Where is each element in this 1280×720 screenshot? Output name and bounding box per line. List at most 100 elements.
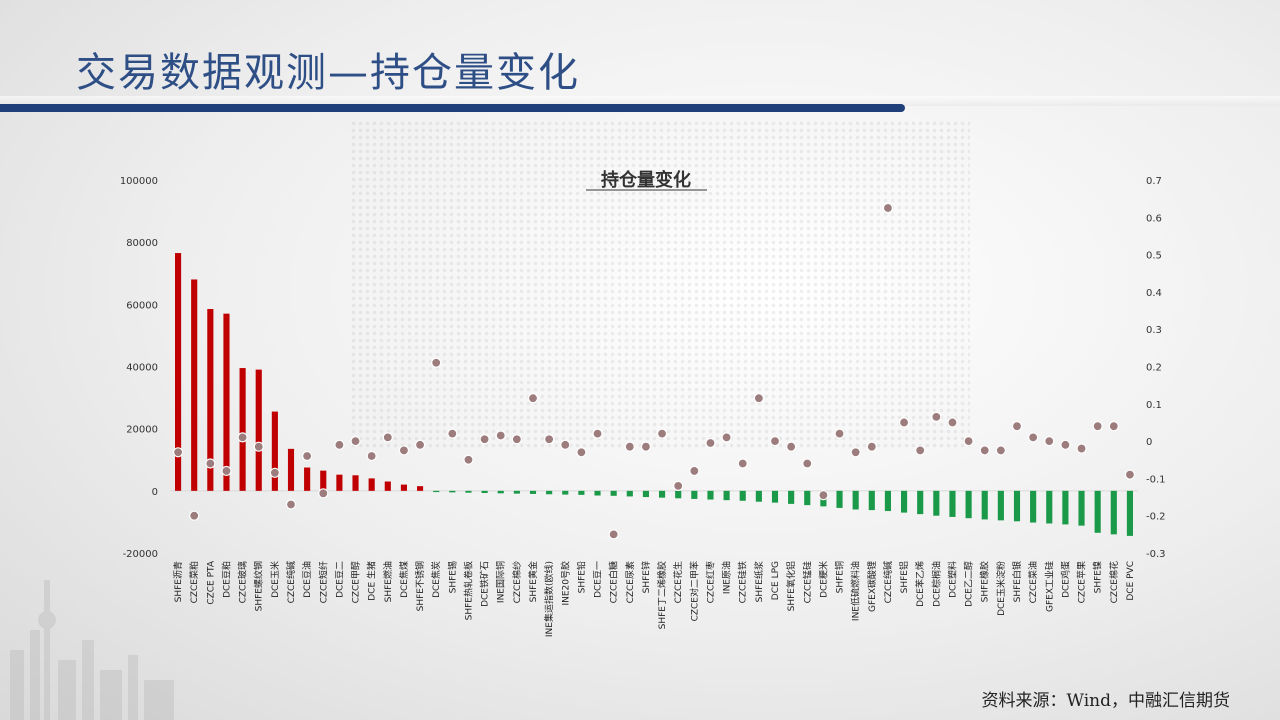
x-axis-category-label: SHFE铝 bbox=[898, 561, 910, 593]
marker-change-ratio bbox=[608, 529, 619, 540]
title-underlay bbox=[0, 96, 1280, 106]
x-axis-category-label: SHFE铜 bbox=[834, 561, 846, 593]
bar-open-interest-change bbox=[465, 490, 472, 493]
marker-change-ratio bbox=[753, 393, 764, 404]
bar-open-interest-change bbox=[304, 467, 311, 491]
marker-change-ratio bbox=[511, 434, 522, 445]
bar-open-interest-change bbox=[481, 490, 488, 494]
marker-change-ratio bbox=[721, 432, 732, 443]
x-axis-category-label: DCE豆一 bbox=[593, 561, 604, 598]
title-accent-bar bbox=[0, 104, 905, 112]
marker-change-ratio bbox=[769, 436, 781, 447]
bar-open-interest-change bbox=[223, 313, 230, 491]
bar-open-interest-change bbox=[804, 490, 811, 506]
bar-open-interest-change bbox=[626, 490, 633, 497]
bar-open-interest-change bbox=[417, 486, 424, 491]
marker-change-ratio bbox=[947, 417, 958, 428]
x-axis-category-label: CZCE白糖 bbox=[608, 561, 620, 603]
y2-axis-tick-label: 0.2 bbox=[1146, 363, 1162, 374]
marker-change-ratio bbox=[1124, 469, 1136, 480]
bar-open-interest-change bbox=[384, 481, 391, 491]
slide-title: 交易数据观测—持仓量变化 bbox=[76, 50, 580, 96]
x-axis-category-label: DCE铁矿石 bbox=[479, 561, 491, 607]
x-axis-category-label: SHFE黄金 bbox=[527, 561, 539, 602]
x-axis-category-label: DCE PVC bbox=[1126, 561, 1136, 601]
marker-change-ratio bbox=[350, 436, 361, 447]
x-axis-category-label: DCE棕榈油 bbox=[930, 561, 942, 607]
marker-change-ratio bbox=[1028, 432, 1039, 443]
plot-area: -20000 0 20000 40000 60000 80000 100000 -0.3 -0.… bbox=[120, 176, 1166, 637]
y2-axis-tick-label: 0 bbox=[1146, 437, 1152, 448]
marker-change-ratio bbox=[366, 450, 377, 462]
x-axis-category-label: INE国际铜 bbox=[495, 561, 507, 603]
x-axis-category-label: CZCE棉花 bbox=[1108, 561, 1120, 603]
y2-axis-tick-label: 0.6 bbox=[1146, 213, 1162, 224]
bar-open-interest-change bbox=[739, 490, 746, 501]
marker-change-ratio bbox=[463, 454, 474, 465]
x-axis-category-label: DCE焦炭 bbox=[430, 561, 442, 598]
bar-open-interest-change bbox=[610, 490, 617, 496]
bar-open-interest-change bbox=[449, 490, 456, 493]
marker-change-ratio bbox=[640, 441, 652, 452]
x-axis-category-label: SHFE锌 bbox=[640, 561, 652, 593]
x-axis-category-label: DCE塑料 bbox=[946, 561, 958, 598]
marker-change-ratio bbox=[334, 439, 345, 450]
marker-change-ratio bbox=[302, 450, 313, 462]
bar-open-interest-change bbox=[852, 490, 859, 510]
x-axis-category-label: SHFE沥青 bbox=[172, 561, 184, 602]
marker-change-ratio bbox=[285, 499, 297, 510]
bar-open-interest-change bbox=[933, 490, 940, 516]
x-axis-category-label: CZCE短纤 bbox=[317, 561, 329, 603]
x-axis-category-label: CZCE玻璃 bbox=[237, 561, 249, 603]
bar-open-interest-change bbox=[755, 490, 762, 502]
y-axis-tick-label: 60000 bbox=[126, 300, 158, 311]
bar-open-interest-change bbox=[884, 490, 891, 512]
marker-change-ratio bbox=[818, 490, 829, 501]
marker-change-ratio bbox=[382, 432, 393, 443]
bar-open-interest-change bbox=[287, 448, 295, 491]
x-axis-category-label: CZCE菜粕 bbox=[188, 561, 200, 603]
x-axis-category-label: CZCE菜油 bbox=[1027, 561, 1039, 603]
bar-open-interest-change bbox=[659, 490, 666, 498]
x-axis-category-label: SHFE丁二烯橡胶 bbox=[656, 561, 668, 629]
marker-change-ratio bbox=[269, 467, 280, 478]
bar-open-interest-change bbox=[868, 490, 875, 511]
marker-change-ratio bbox=[1011, 421, 1023, 432]
city-skyline-decoration bbox=[10, 580, 174, 720]
marker-change-ratio bbox=[1092, 421, 1103, 432]
marker-change-ratio bbox=[995, 445, 1006, 456]
marker-change-ratio bbox=[205, 458, 216, 469]
bar-open-interest-change bbox=[981, 490, 988, 520]
bar-open-interest-change bbox=[642, 490, 649, 498]
marker-change-ratio bbox=[398, 445, 410, 456]
y-axis-tick-label: 100000 bbox=[120, 176, 158, 187]
bar-open-interest-change bbox=[836, 490, 843, 508]
marker-change-ratio bbox=[237, 432, 248, 443]
marker-change-ratio bbox=[592, 428, 603, 439]
bar-open-interest-change bbox=[368, 478, 375, 491]
bar-open-interest-change bbox=[723, 490, 730, 501]
world-map-dots-decoration bbox=[350, 120, 970, 450]
marker-change-ratio bbox=[689, 465, 700, 477]
y2-axis-tick-label: -0.3 bbox=[1146, 549, 1166, 560]
x-axis-category-label: INE集运指数(欧线) bbox=[543, 561, 555, 637]
bar-open-interest-change bbox=[1046, 490, 1053, 524]
marker-change-ratio bbox=[866, 441, 877, 452]
x-axis-category-label: CZCE红枣 bbox=[704, 561, 716, 603]
x-axis-category-label: SHFE白银 bbox=[1011, 561, 1023, 602]
x-axis-category-label: SHFE不锈钢 bbox=[414, 561, 426, 611]
y-axis-tick-label: 20000 bbox=[126, 425, 158, 436]
bar-open-interest-change bbox=[497, 490, 504, 494]
marker-change-ratio bbox=[576, 447, 587, 458]
y2-axis-tick-label: 0.5 bbox=[1146, 251, 1162, 262]
x-axis-category-label: CZCE对二甲苯 bbox=[688, 561, 700, 621]
marker-change-ratio bbox=[447, 428, 458, 439]
x-axis-category-label: CZCE甲醇 bbox=[350, 561, 362, 603]
marker-change-ratio bbox=[624, 441, 635, 452]
marker-change-ratio bbox=[915, 445, 926, 456]
bar-open-interest-change bbox=[175, 253, 182, 491]
y-axis-tick-label: 40000 bbox=[126, 363, 158, 374]
bar-open-interest-change bbox=[271, 411, 278, 491]
chart-title: 持仓量变化 bbox=[601, 169, 691, 191]
x-axis-category-label: CZCE苹果 bbox=[1076, 561, 1088, 603]
